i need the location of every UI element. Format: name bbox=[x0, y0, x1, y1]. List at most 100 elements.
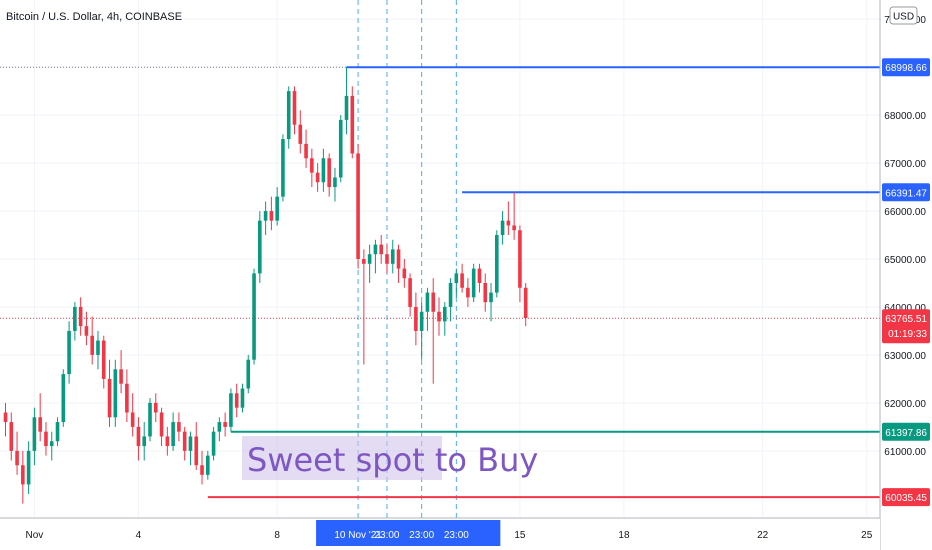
candle bbox=[269, 196, 274, 231]
candle-body bbox=[344, 95, 349, 120]
price-tick-label: 63000.00 bbox=[884, 351, 926, 362]
candle-body bbox=[275, 196, 279, 221]
candle bbox=[396, 244, 401, 283]
candle bbox=[315, 163, 320, 192]
candle bbox=[471, 263, 476, 303]
candle-body bbox=[281, 139, 285, 197]
chart-title: Bitcoin / U.S. Dollar, 4h, COINBASE bbox=[6, 11, 182, 23]
candle-body bbox=[304, 143, 308, 159]
candle bbox=[90, 316, 94, 365]
candle bbox=[194, 422, 199, 471]
candle bbox=[171, 412, 175, 451]
candle bbox=[107, 359, 112, 427]
candle bbox=[373, 239, 378, 274]
candle-body bbox=[477, 268, 482, 283]
candle bbox=[21, 450, 25, 504]
candle-body bbox=[367, 254, 372, 264]
candle bbox=[113, 359, 118, 427]
candle-body bbox=[182, 431, 187, 451]
candle bbox=[258, 211, 262, 283]
candle bbox=[292, 86, 297, 135]
candle bbox=[240, 383, 245, 413]
candle-body bbox=[136, 426, 141, 447]
candle-body bbox=[373, 244, 378, 255]
candle-body bbox=[217, 422, 222, 432]
candle-body bbox=[229, 393, 233, 427]
candle-body bbox=[113, 369, 118, 418]
price-tick-label: 61000.00 bbox=[884, 447, 926, 458]
candle bbox=[338, 115, 343, 183]
candle bbox=[153, 393, 158, 423]
candle-body bbox=[258, 220, 262, 274]
candle-body bbox=[454, 273, 459, 283]
candle bbox=[333, 167, 337, 202]
time-tick-label: 8 bbox=[274, 530, 280, 541]
candle-body bbox=[107, 378, 112, 418]
candle bbox=[229, 388, 233, 432]
candle-body bbox=[223, 422, 227, 427]
candle-body bbox=[32, 417, 37, 451]
candle bbox=[298, 110, 303, 154]
candle-body bbox=[379, 244, 383, 255]
candle-body bbox=[67, 330, 71, 375]
currency-button[interactable]: USD bbox=[889, 6, 918, 25]
candle bbox=[390, 239, 395, 274]
candle-body bbox=[425, 292, 430, 312]
candle-body bbox=[356, 153, 360, 259]
price-axis[interactable]: 61000.00 62000.00 63000.00 64000.00 65000.00… bbox=[879, 0, 932, 550]
candle-body bbox=[90, 335, 94, 355]
candle bbox=[344, 67, 349, 135]
candle-body bbox=[21, 465, 25, 485]
level-price-tag bbox=[882, 488, 930, 507]
candle-body bbox=[55, 422, 60, 442]
price-levels bbox=[0, 66, 880, 499]
candle bbox=[500, 211, 505, 245]
candle bbox=[281, 134, 285, 202]
level-price-tag-label: 61397.86 bbox=[885, 428, 927, 439]
candle bbox=[246, 354, 251, 394]
candle-body bbox=[489, 292, 493, 303]
candle-body bbox=[61, 374, 66, 423]
candle bbox=[136, 417, 141, 461]
time-highlight-bar bbox=[316, 520, 501, 546]
candle bbox=[275, 187, 279, 226]
candle bbox=[408, 273, 412, 317]
candle-body bbox=[321, 158, 326, 183]
candle bbox=[200, 450, 204, 485]
annotation-box[interactable]: Sweet spot to Buy bbox=[242, 436, 538, 480]
candle bbox=[61, 369, 66, 427]
candle-body bbox=[38, 417, 42, 432]
candle bbox=[119, 350, 123, 394]
candle bbox=[44, 422, 48, 456]
candle bbox=[125, 369, 129, 423]
candle bbox=[431, 278, 436, 384]
candle bbox=[367, 244, 372, 283]
price-axis-background bbox=[880, 0, 932, 550]
candle-body bbox=[44, 431, 48, 447]
time-tick-label: 4 bbox=[136, 530, 142, 541]
last-price-label: 63765.51 bbox=[885, 314, 927, 325]
candle-body bbox=[159, 412, 164, 437]
time-highlight-label: 10 Nov '21 bbox=[334, 530, 382, 541]
candle bbox=[489, 282, 493, 322]
candle-body bbox=[246, 359, 251, 389]
candle-body bbox=[177, 422, 181, 432]
candle bbox=[211, 426, 216, 461]
time-tick-label: Nov bbox=[26, 530, 44, 541]
candle bbox=[448, 278, 453, 322]
candle bbox=[49, 431, 54, 461]
candle bbox=[442, 302, 447, 336]
candle bbox=[206, 450, 210, 480]
annotation-text: Sweet spot to Buy bbox=[247, 441, 538, 479]
candle-body bbox=[396, 249, 401, 269]
candle bbox=[379, 235, 383, 264]
candle-body bbox=[234, 393, 239, 408]
candle bbox=[495, 230, 499, 298]
annotation-background bbox=[242, 436, 442, 480]
price-tick-label: 65000.00 bbox=[884, 255, 926, 266]
candle-body bbox=[73, 306, 77, 331]
price-tick-label: 68000.00 bbox=[884, 111, 926, 122]
candle-body bbox=[200, 465, 204, 475]
candle bbox=[356, 143, 360, 269]
